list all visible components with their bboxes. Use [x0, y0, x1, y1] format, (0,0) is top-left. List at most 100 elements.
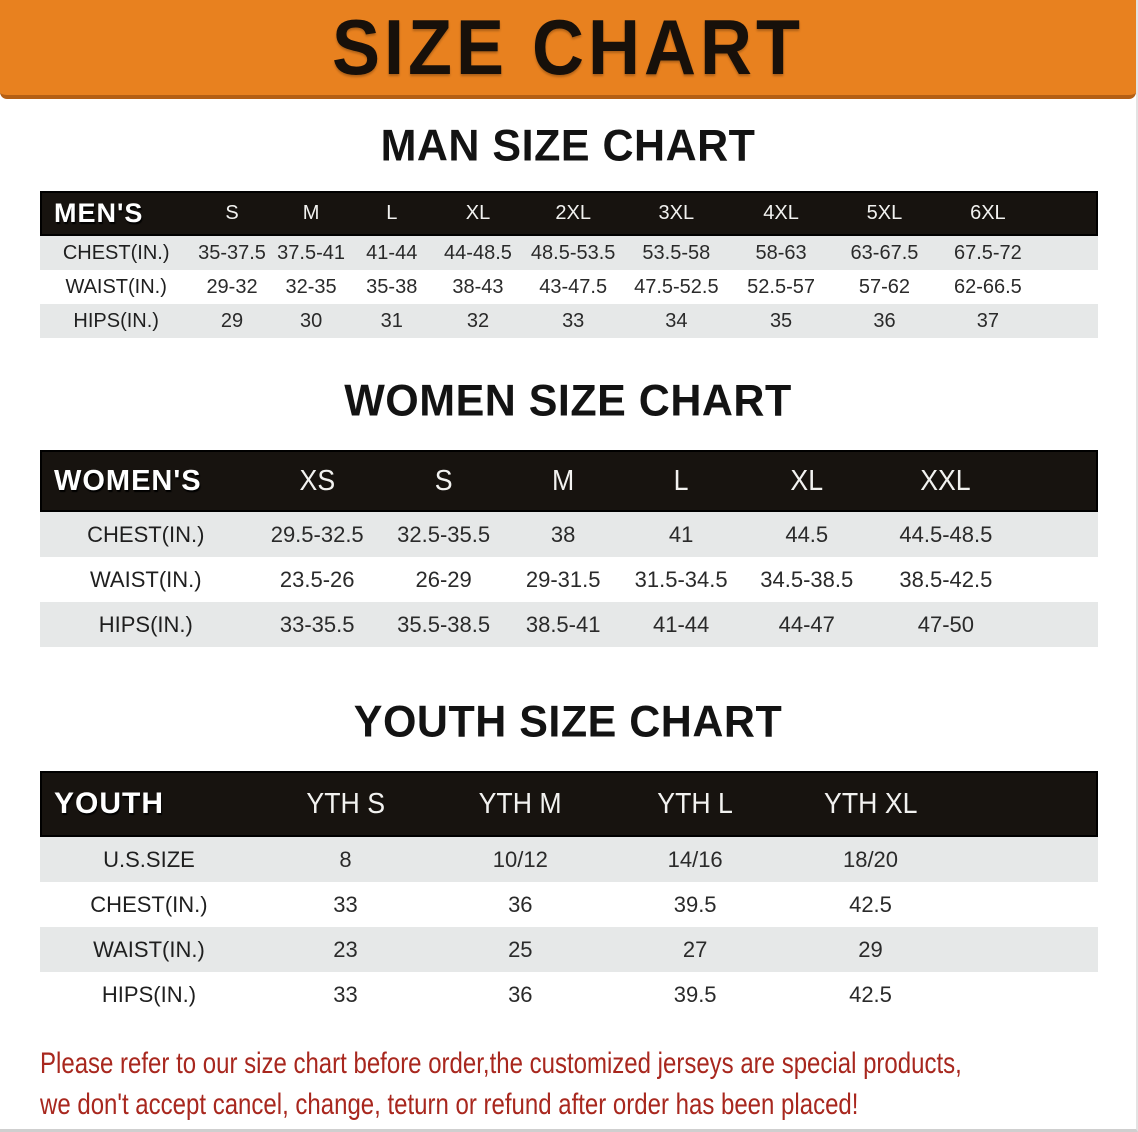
size-value-cell: 35-38	[366, 275, 418, 298]
measurement-row: CHEST(IN.) 33 36 39.5 42.5	[40, 882, 1098, 927]
measurement-row: WAIST(IN.) 23.5-26 26-29 29-31.5 31.5-34.5 34…	[40, 557, 1098, 602]
measure-row-label: U.S.SIZE	[40, 837, 258, 882]
youth-size-table: YOUTH YTH S YTH M YTH L YTH XL U.S.SIZE 8 10/12…	[40, 771, 1098, 1017]
size-column-header-text: YTH M	[478, 787, 562, 820]
size-column-header-text: S	[225, 202, 239, 224]
measure-row-label: HIPS(IN.)	[40, 304, 193, 338]
size-column-header: XXL	[873, 450, 1018, 512]
size-column-header-text: M	[552, 464, 575, 497]
size-value-cell: 34.5-38.5	[760, 566, 854, 592]
size-value-cell: 36	[832, 304, 937, 338]
size-column-header: M	[504, 450, 621, 512]
charts-container: MAN SIZE CHART MEN'S S M L XL 2XL 3XL 4XL 5XL 6XL C…	[0, 122, 1136, 1017]
measure-row-label: CHEST(IN.)	[40, 512, 252, 557]
section-title: YOUTH SIZE CHART	[353, 697, 783, 747]
table-filler-cell	[1018, 512, 1098, 557]
size-column-header-text: 5XL	[866, 202, 903, 224]
table-filler-cell	[958, 972, 1098, 1017]
size-value-cell: 47.5-52.5	[634, 275, 719, 298]
size-value-cell: 29-31.5	[525, 566, 601, 592]
size-column-header: L	[622, 450, 740, 512]
measurement-row: HIPS(IN.) 33-35.5 35.5-38.5 38.5-41 41-44 44-…	[40, 602, 1098, 647]
size-column-header-text: 3XL	[658, 202, 695, 224]
table-header-row: WOMEN'S XS S M L XL XXL	[40, 450, 1098, 512]
size-column-header: YTH M	[433, 771, 608, 837]
size-value-cell: 44-47	[740, 602, 874, 647]
size-value-cell: 32	[433, 304, 523, 338]
size-value-cell: 35.5-38.5	[382, 602, 505, 647]
disclaimer: Please refer to our size chart before or…	[40, 1043, 1136, 1125]
size-value-cell: 37.5-41	[271, 236, 351, 270]
size-column-header-text: YTH XL	[823, 787, 918, 820]
size-value-cell: 53.5-58	[623, 236, 730, 270]
table-filler-cell	[1019, 450, 1098, 512]
size-value-cell: 30	[271, 304, 351, 338]
size-value-cell: 32-35	[285, 275, 337, 298]
size-value-cell: 38-43	[452, 275, 504, 298]
measurement-row: CHEST(IN.) 29.5-32.5 32.5-35.5 38 41 44.5 44.5…	[40, 512, 1098, 557]
measure-row-label: CHEST(IN.)	[90, 891, 208, 917]
table-filler-cell	[1040, 270, 1098, 304]
size-value-cell: 31.5-34.5	[634, 566, 728, 592]
size-column-header: 4XL	[729, 191, 833, 236]
size-column-header: XS	[252, 450, 383, 512]
measure-row-label: WAIST(IN.)	[40, 927, 258, 972]
size-value-cell: 38	[504, 512, 622, 557]
size-value-cell: 42.5	[849, 891, 892, 917]
table-filler-cell	[958, 837, 1098, 882]
table-label-header-text: YOUTH	[54, 787, 164, 820]
measurement-row: HIPS(IN.) 33 36 39.5 42.5	[40, 972, 1098, 1017]
size-value-cell: 43-47.5	[539, 275, 608, 298]
measurement-row: CHEST(IN.) 35-37.5 37.5-41 41-44 44-48.5 48.5…	[40, 236, 1098, 270]
size-column-header-text: 2XL	[555, 202, 591, 224]
size-column-header-text: S	[434, 464, 453, 497]
measure-row-label: CHEST(IN.)	[40, 236, 193, 270]
size-column-header-text: L	[673, 464, 689, 497]
banner: SIZE CHART	[0, 0, 1136, 99]
table-filler-cell	[1018, 602, 1098, 647]
measure-row-label: HIPS(IN.)	[40, 602, 252, 647]
measurement-row: HIPS(IN.) 29 30 31 32 33 34 35 36 37	[40, 304, 1098, 338]
table-filler-cell	[1019, 557, 1098, 602]
table-label-header-text: MEN'S	[54, 198, 144, 228]
size-value-cell: 47-50	[873, 602, 1019, 647]
size-value-cell: 52.5-57	[747, 275, 815, 298]
disclaimer-line-1-text: Please refer to our size chart before or…	[40, 1047, 962, 1080]
size-value-cell: 38.5-42.5	[899, 566, 993, 592]
size-value-cell: 29	[192, 304, 272, 338]
measurement-row: U.S.SIZE 8 10/12 14/16 18/20	[40, 837, 1098, 882]
size-value-cell: 34	[623, 304, 730, 338]
size-value-cell: 41	[621, 512, 741, 557]
size-column-header: 2XL	[523, 191, 624, 236]
size-value-cell: 63-67.5	[832, 236, 937, 270]
table-filler-cell	[958, 882, 1098, 927]
table-filler-cell	[958, 927, 1098, 972]
size-column-header: S	[383, 450, 505, 512]
disclaimer-line-2-text: we don't accept cancel, change, teturn o…	[40, 1088, 859, 1121]
table-label-header: WOMEN'S	[40, 450, 252, 512]
measure-row-label: HIPS(IN.)	[101, 981, 197, 1007]
disclaimer-line-2: we don't accept cancel, change, teturn o…	[40, 1084, 1136, 1125]
size-column-header: M	[272, 191, 351, 236]
size-column-header: L	[351, 191, 434, 236]
size-column-header-text: XL	[465, 202, 491, 224]
size-value-cell: 14/16	[607, 837, 783, 882]
size-value-cell: 48.5-53.5	[522, 236, 624, 270]
size-value-cell: 8	[257, 837, 434, 882]
size-column-header: YTH S	[258, 771, 433, 837]
size-column-header: 3XL	[623, 191, 729, 236]
size-value-cell: 67.5-72	[936, 236, 1040, 270]
size-table-section: MAN SIZE CHART MEN'S S M L XL 2XL 3XL 4XL 5XL 6XL C…	[0, 122, 1136, 338]
size-column-header: XL	[740, 450, 873, 512]
table-label-header: MEN'S	[40, 191, 192, 236]
table-label-header: YOUTH	[40, 771, 258, 837]
table-header-row: MEN'S S M L XL 2XL 3XL 4XL 5XL 6XL	[40, 191, 1098, 236]
size-value-cell: 41-44	[621, 602, 741, 647]
size-column-header: S	[192, 191, 271, 236]
measurement-row: WAIST(IN.) 23 25 27 29	[40, 927, 1098, 972]
size-value-cell: 58-63	[729, 236, 833, 270]
page-title: SIZE CHART	[332, 4, 804, 91]
size-value-cell: 35	[729, 304, 833, 338]
size-column-header-text: L	[386, 202, 398, 224]
womens-size-table: WOMEN'S XS S M L XL XXL CHEST(IN.) 29.5-32.5 32.5…	[40, 450, 1098, 647]
